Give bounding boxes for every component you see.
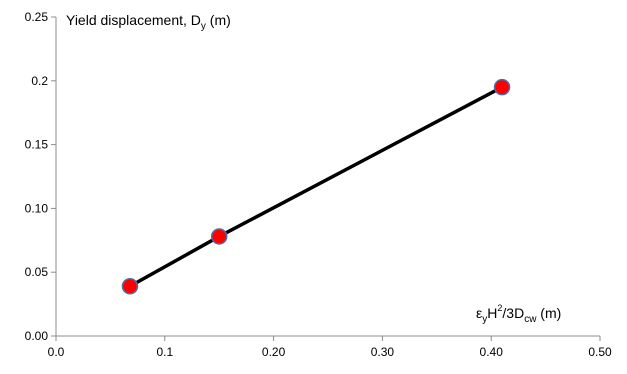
series-layer: [121, 78, 511, 295]
axes: [55, 17, 600, 337]
y-tick-label: 0.2: [31, 74, 48, 88]
y-tick-label: 0.05: [25, 265, 49, 279]
data-point: [493, 78, 511, 96]
data-point: [210, 228, 228, 245]
y-tick-label: 0.10: [25, 201, 49, 215]
x-tick-label: 0.20: [262, 345, 286, 359]
x-tick-label: 0.50: [588, 345, 612, 359]
x-ticks: 0.0 0.1 0.20 0.30 0.40 0.50: [48, 336, 612, 359]
data-point: [121, 277, 139, 295]
y-axis-title: Yield displacement, Dy (m): [66, 12, 231, 32]
y-ticks: 0.00 0.05 0.10 0.15 0.2 0.25: [25, 10, 56, 343]
x-tick-label: 0.40: [480, 345, 504, 359]
x-tick-label: 0.30: [371, 345, 395, 359]
y-tick-label: 0.25: [25, 10, 49, 24]
series-line: [128, 85, 504, 288]
x-tick-label: 0.1: [156, 345, 173, 359]
y-tick-label: 0.15: [25, 138, 49, 152]
x-tick-label: 0.0: [48, 345, 65, 359]
y-tick-label: 0.00: [25, 329, 49, 343]
x-axis-title: εyH2/3Dcw (m): [476, 303, 561, 325]
